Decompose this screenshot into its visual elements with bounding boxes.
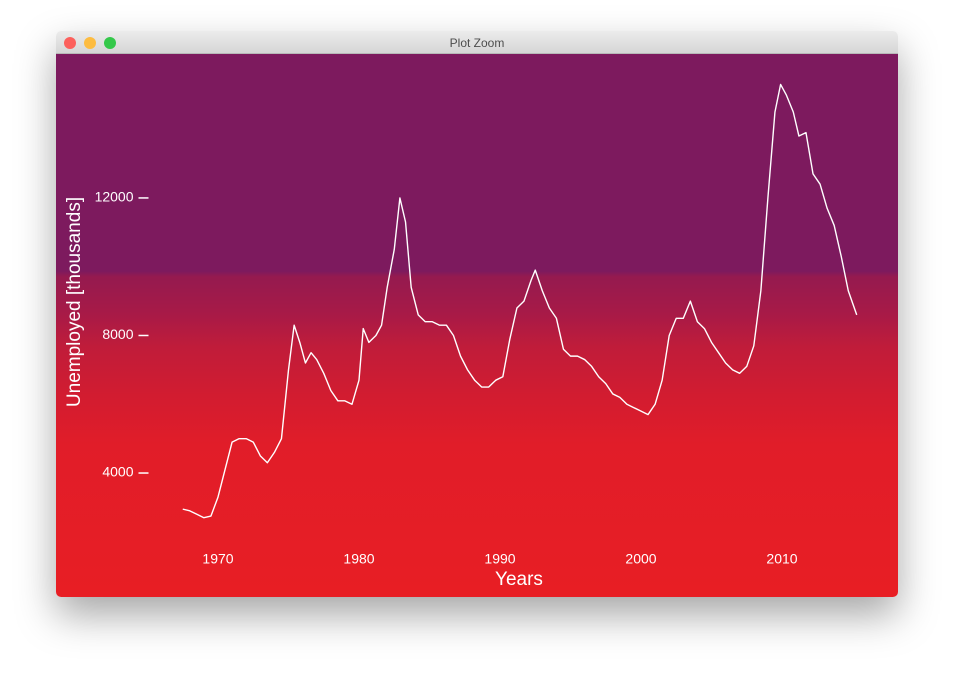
y-tick-label: 8000 [102, 326, 133, 342]
x-tick-label: 2010 [766, 551, 797, 567]
x-tick-label: 1980 [343, 551, 374, 567]
zoom-button[interactable] [104, 37, 116, 49]
window-title: Plot Zoom [449, 36, 505, 50]
close-button[interactable] [64, 37, 76, 49]
y-axis-title: Unemployed [thousands] [64, 197, 85, 407]
x-axis-title: Years [495, 569, 543, 590]
y-tick-label: 4000 [102, 464, 133, 480]
x-tick-label: 2000 [625, 551, 656, 567]
x-tick-label: 1990 [484, 551, 515, 567]
title-bar: Plot Zoom [56, 31, 898, 54]
chart: Years Unemployed [thousands] 4000 8000 120… [56, 54, 898, 597]
x-tick-label: 1970 [202, 551, 233, 567]
window: Plot Zoom Years Unemployed [thousands] 4… [56, 31, 898, 597]
minimize-button[interactable] [84, 37, 96, 49]
data-line [182, 83, 858, 519]
y-tick-label: 12000 [95, 189, 134, 205]
